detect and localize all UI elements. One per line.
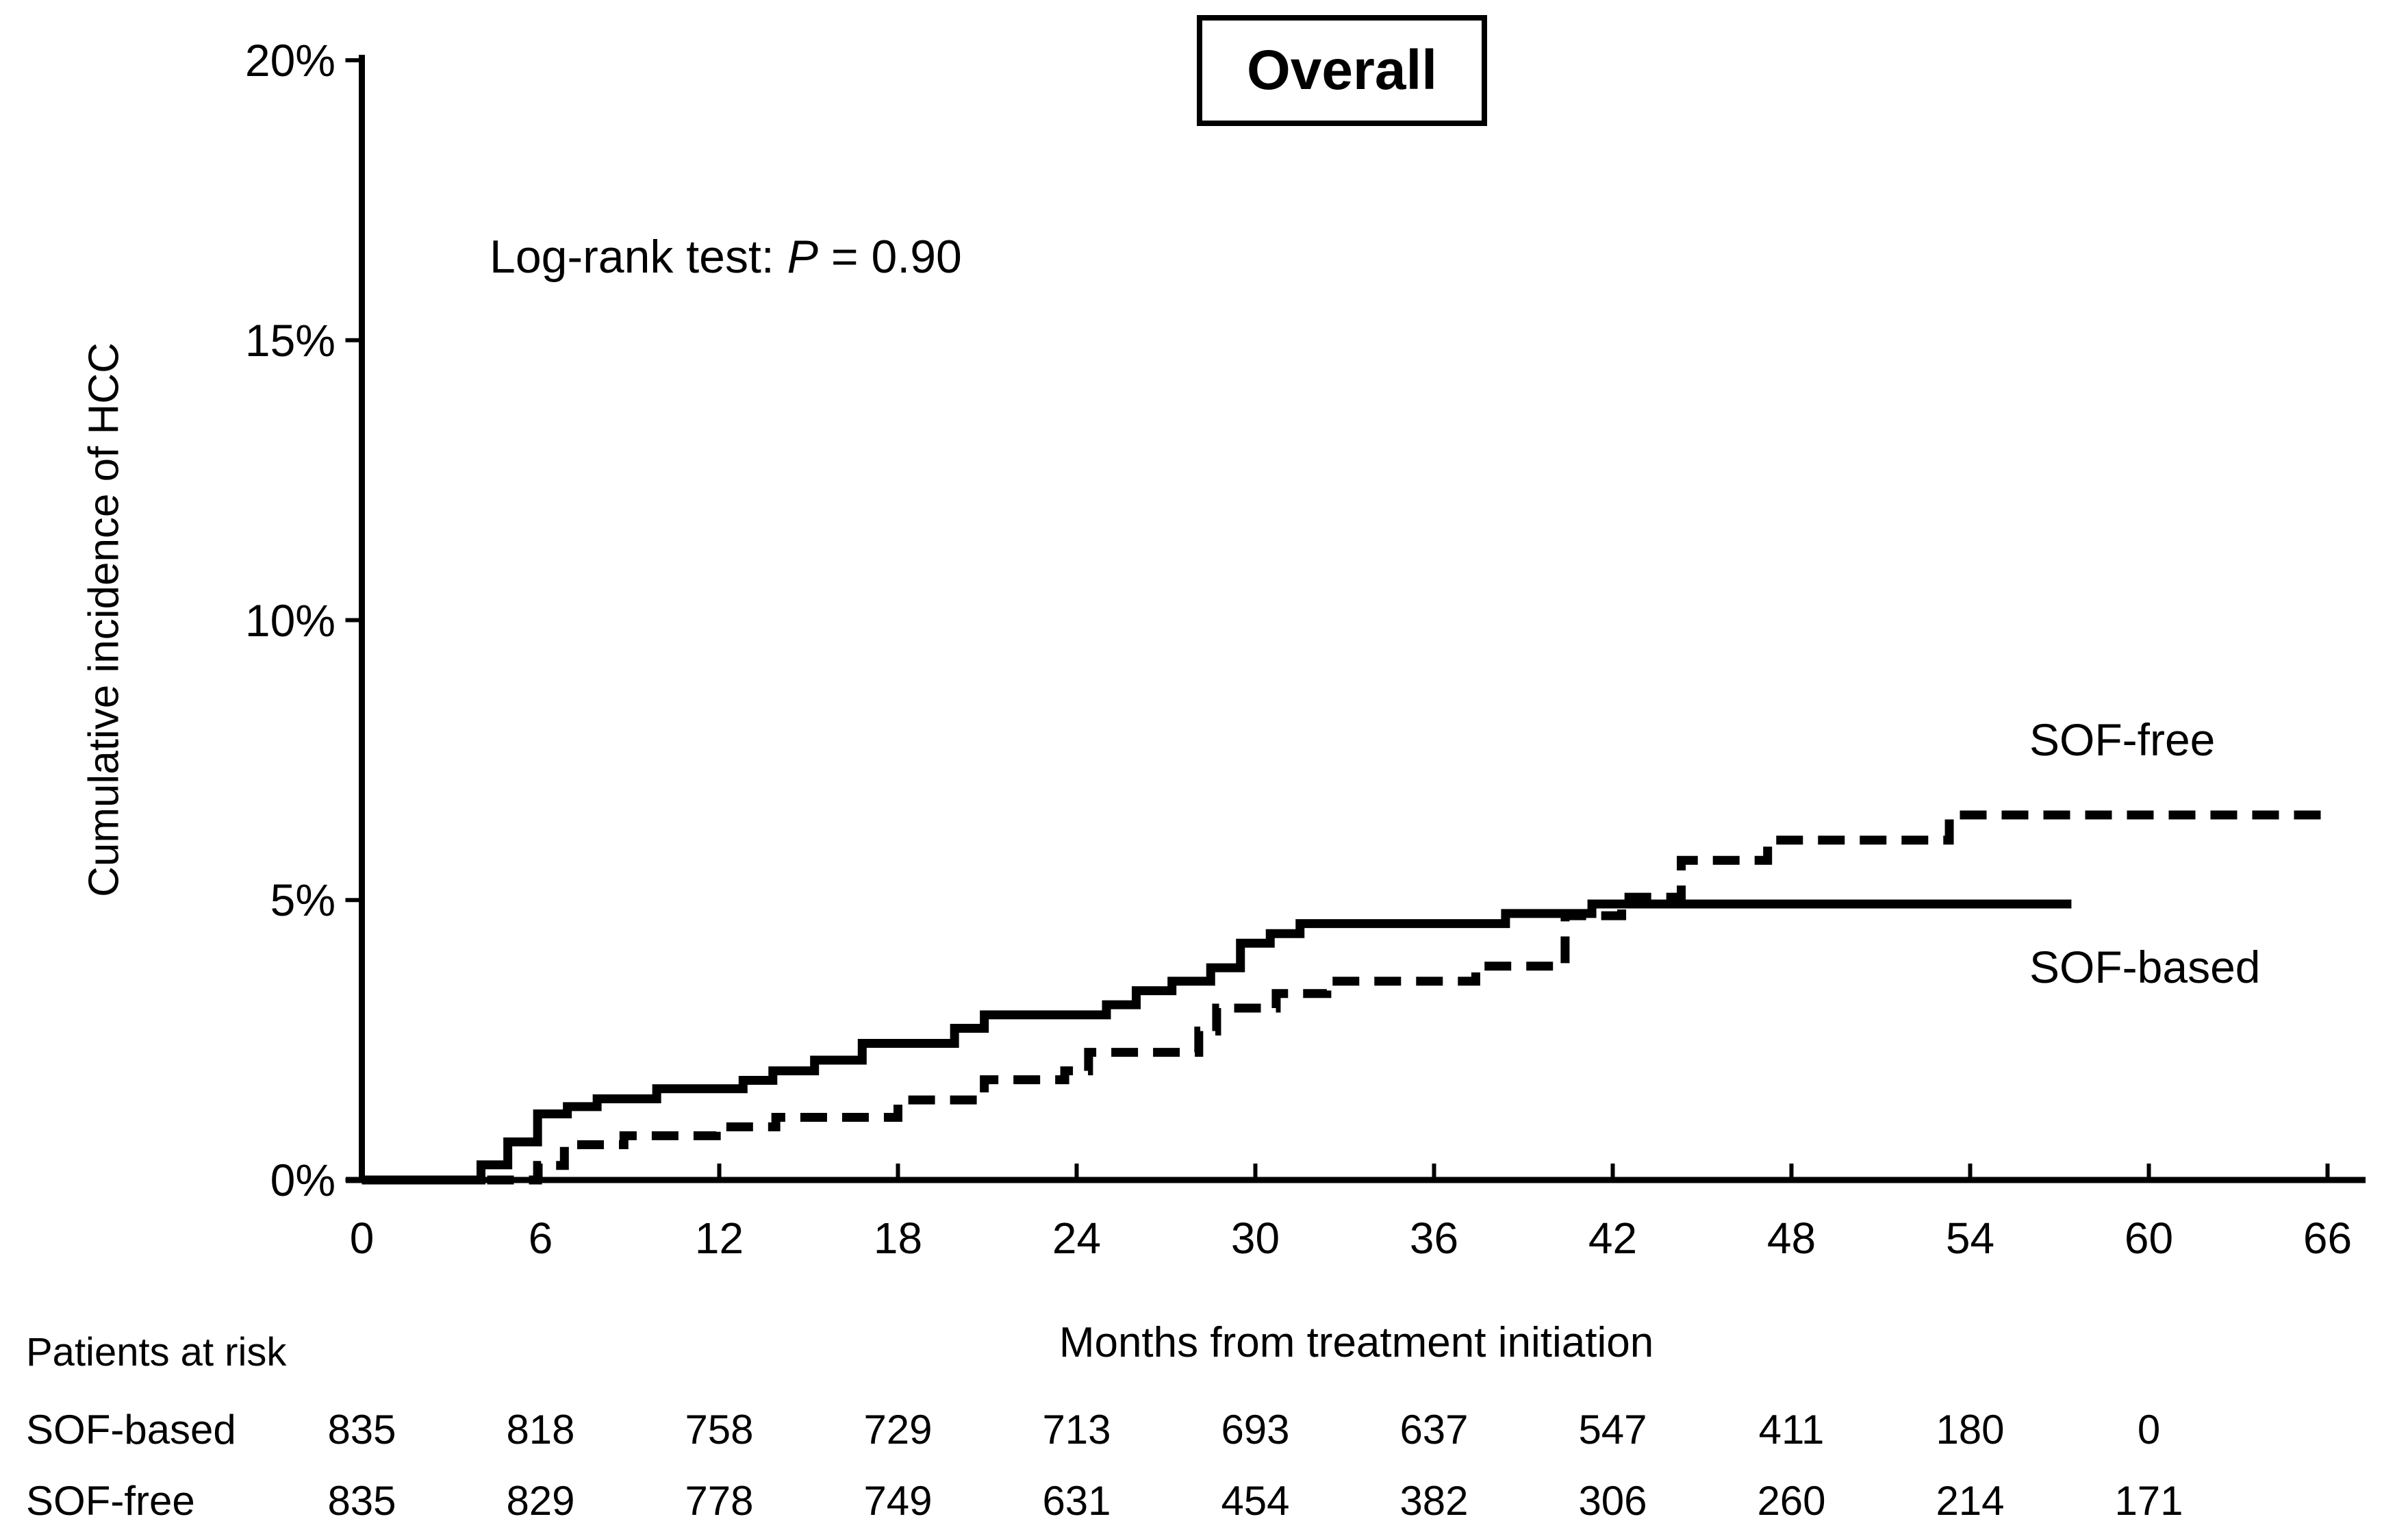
x-tick-label: 0 (349, 1214, 375, 1263)
risk-count: 260 (1757, 1478, 1826, 1524)
risk-count: 382 (1399, 1478, 1469, 1524)
y-tick-label: 20% (244, 35, 335, 86)
curve-label-sof-based: SOF-based (2029, 942, 2261, 992)
logrank-p-value: = 0.90 (818, 231, 962, 283)
risk-count: 693 (1221, 1407, 1290, 1453)
risk-count: 749 (863, 1478, 933, 1524)
x-tick-label: 30 (1230, 1214, 1280, 1263)
y-axis-title: Cumulative incidence of HCC (80, 342, 128, 897)
risk-count: 214 (1936, 1478, 2005, 1524)
risk-row-label: SOF-based (26, 1407, 236, 1453)
risk-count: 758 (685, 1407, 754, 1453)
risk-count: 631 (1042, 1478, 1111, 1524)
x-axis-title: Months from treatment initiation (1059, 1319, 1654, 1366)
risk-count: 411 (1758, 1407, 1825, 1453)
risk-count: 306 (1578, 1478, 1647, 1524)
y-tick-label: 5% (270, 875, 335, 926)
risk-count: 818 (506, 1407, 575, 1453)
y-tick-label: 15% (244, 314, 335, 366)
y-tick-label: 10% (244, 594, 335, 646)
risk-count: 547 (1578, 1407, 1647, 1453)
x-tick-label: 54 (1945, 1214, 1995, 1263)
curve-label-sof-free: SOF-free (2029, 714, 2216, 765)
risk-count: 729 (863, 1407, 933, 1453)
x-tick-label: 42 (1588, 1214, 1638, 1263)
x-tick-label: 6 (528, 1214, 553, 1263)
x-tick-label: 12 (694, 1214, 744, 1263)
risk-count: 454 (1221, 1478, 1290, 1524)
km-curve-sof-based (362, 899, 2072, 1185)
risk-count: 778 (685, 1478, 754, 1524)
chart-title-box: Overall (1197, 15, 1487, 126)
km-curve-sof-free (362, 810, 2328, 1185)
risk-count: 180 (1936, 1407, 2005, 1453)
x-tick-label: 18 (873, 1214, 923, 1263)
risk-count: 171 (2114, 1478, 2183, 1524)
risk-row-label: SOF-free (26, 1478, 195, 1524)
risk-count: 713 (1042, 1407, 1111, 1453)
logrank-annotation: Log-rank test: P = 0.90 (490, 230, 962, 284)
x-tick-label: 60 (2124, 1214, 2174, 1263)
risk-count: 835 (327, 1478, 396, 1524)
x-tick-label: 24 (1052, 1214, 1102, 1263)
x-tick-label: 36 (1409, 1214, 1459, 1263)
x-tick-label: 66 (2303, 1214, 2353, 1263)
chart-title: Overall (1246, 39, 1438, 101)
risk-count: 835 (327, 1407, 396, 1453)
risk-count: 0 (2137, 1407, 2161, 1453)
x-tick-label: 48 (1766, 1214, 1816, 1263)
risk-count: 829 (506, 1478, 575, 1524)
risk-count: 637 (1399, 1407, 1469, 1453)
logrank-p-symbol: P (787, 231, 819, 283)
y-tick-label: 0% (270, 1155, 335, 1205)
risk-table-header: Patients at risk (26, 1330, 287, 1374)
logrank-text-prefix: Log-rank test: (490, 231, 787, 283)
